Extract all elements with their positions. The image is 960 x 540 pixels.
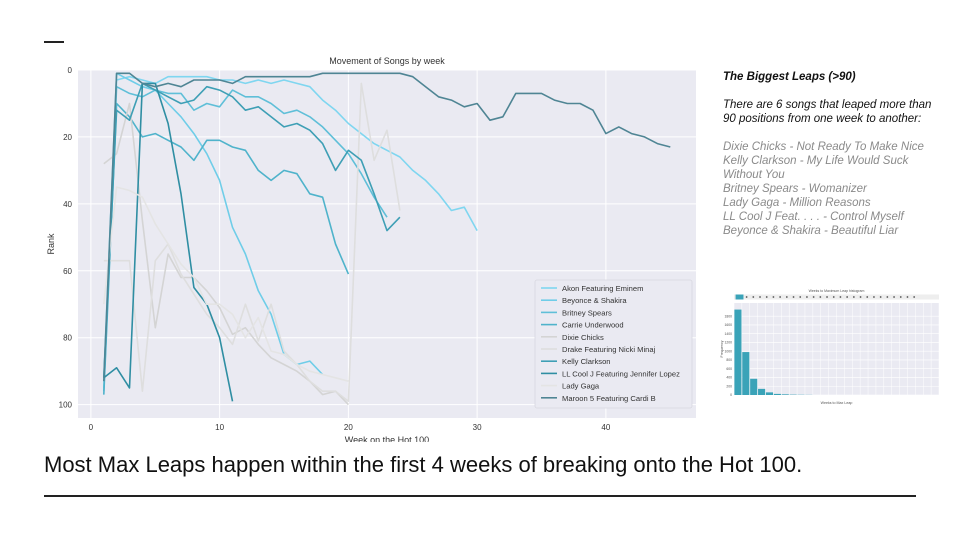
y-tick-label: 100 xyxy=(59,401,73,410)
legend-label-9: Maroon 5 Featuring Cardi B xyxy=(562,394,656,403)
histogram-bar-6 xyxy=(773,393,781,395)
boxplot-outlier xyxy=(859,296,862,298)
x-tick-label: 20 xyxy=(344,423,353,432)
series-line-9 xyxy=(103,72,671,382)
boxplot-outlier xyxy=(812,296,815,298)
biggest-leaps-title: The Biggest Leaps (>90) xyxy=(723,71,856,83)
biggest-leaps-intro: There are 6 songs that leaped more than … xyxy=(723,99,932,125)
histogram-y-tick: 800 xyxy=(726,358,732,362)
leap-item-0: Dixie Chicks - Not Ready To Make Nice xyxy=(723,141,924,153)
y-axis-label: Rank xyxy=(46,233,56,255)
chart-title: Movement of Songs by week xyxy=(329,56,445,66)
boxplot-outlier xyxy=(852,296,855,298)
biggest-leaps-panel: The Biggest Leaps (>90) There are 6 song… xyxy=(723,70,943,238)
leap-item-3: Lady Gaga - Million Reasons xyxy=(723,197,871,209)
boxplot-outlier xyxy=(799,296,802,298)
histogram-y-tick: 1600 xyxy=(724,323,732,327)
boxplot-outlier xyxy=(752,296,755,298)
histogram-bar-3 xyxy=(750,378,758,395)
histogram-y-label: Frequency xyxy=(720,340,724,357)
x-axis-label: Week on the Hot 100 xyxy=(345,435,429,442)
series-line-6 xyxy=(103,82,401,378)
series-line-2 xyxy=(103,85,388,392)
legend-label-6: Kelly Clarkson xyxy=(562,357,611,366)
boxplot-outlier xyxy=(806,296,808,298)
histogram-title: Weeks to Maximum Leap histogram xyxy=(809,289,865,293)
boxplot-outlier xyxy=(866,296,869,298)
boxplot-box xyxy=(735,294,744,300)
boxplot-outlier xyxy=(779,296,782,298)
histogram-y-tick: 1400 xyxy=(724,332,732,336)
legend-label-7: LL Cool J Featuring Jennifer Lopez xyxy=(562,369,680,378)
y-tick-label: 80 xyxy=(63,334,72,343)
boxplot-outlier xyxy=(826,296,828,298)
x-tick-label: 10 xyxy=(215,423,224,432)
footer-rule xyxy=(44,495,916,497)
boxplot-outlier xyxy=(906,296,909,298)
boxplot-outlier xyxy=(893,296,895,298)
boxplot-outlier xyxy=(839,296,842,298)
legend-label-1: Beyonce & Shakira xyxy=(562,296,627,305)
boxplot-outlier xyxy=(759,296,761,298)
histogram-y-tick: 400 xyxy=(726,376,732,380)
leap-histogram-chart: Weeks to Maximum Leap histogram 0 200 400 60… xyxy=(720,289,940,405)
x-tick-label: 0 xyxy=(89,423,94,432)
boxplot-outlier xyxy=(832,296,835,298)
legend-box xyxy=(534,279,693,409)
series-line-5 xyxy=(103,82,401,403)
y-tick-label: 40 xyxy=(63,200,72,209)
x-tick-label: 30 xyxy=(473,423,482,432)
y-tick-label: 20 xyxy=(63,133,72,142)
title-dash xyxy=(44,41,64,43)
histogram-y-tick: 1800 xyxy=(724,314,732,318)
legend-label-8: Lady Gaga xyxy=(562,382,600,391)
histogram-y-tick: 600 xyxy=(726,367,732,371)
leap-item-1: Kelly Clarkson - My Life Would Suck With… xyxy=(723,155,909,181)
legend-label-2: Britney Spears xyxy=(562,308,612,317)
legend-label-4: Dixie Chicks xyxy=(562,333,604,342)
boxplot-outlier xyxy=(819,296,822,298)
histogram-y-tick: 200 xyxy=(726,384,732,388)
leap-item-4: LL Cool J Feat. . . . - Control Myself B… xyxy=(723,211,904,237)
main-line-chart: 0 10 20 30 40 0 20 40 60 80 100 Movement of Songs b… xyxy=(46,56,696,442)
boxplot-outlier xyxy=(873,296,875,298)
boxplot-outlier xyxy=(792,296,795,298)
boxplot-outlier xyxy=(886,296,889,298)
series-line-0 xyxy=(103,75,478,388)
histogram-y-tick: 0 xyxy=(730,393,732,397)
x-tick-label: 40 xyxy=(601,423,610,432)
histogram-y-tick: 1200 xyxy=(724,341,732,345)
series-line-8 xyxy=(103,186,349,382)
boxplot-outlier xyxy=(879,296,882,298)
leap-item-2: Britney Spears - Womanizer xyxy=(723,183,867,195)
boxplot-outlier xyxy=(846,296,849,298)
y-tick-label: 0 xyxy=(68,66,73,75)
histogram-bar-4 xyxy=(758,388,766,395)
boxplot-outlier xyxy=(772,296,775,298)
histogram-bar-1 xyxy=(734,309,742,395)
histogram-bar-2 xyxy=(742,352,750,395)
legend-label-3: Carrie Underwood xyxy=(562,321,624,330)
histogram-bar-7 xyxy=(781,394,789,395)
boxplot-outlier xyxy=(899,296,902,298)
series-line-7 xyxy=(103,82,234,402)
boxplot-outlier xyxy=(745,296,748,298)
boxplot-outlier xyxy=(913,296,916,298)
histogram-bar-5 xyxy=(765,392,774,395)
footer-caption: Most Max Leaps happen within the first 4… xyxy=(44,452,803,477)
series-line-3 xyxy=(103,102,350,395)
histogram-y-tick: 1000 xyxy=(724,349,732,353)
y-tick-label: 60 xyxy=(63,267,72,276)
boxplot-outlier xyxy=(765,296,768,298)
histogram-x-label: Weeks to Max Leap xyxy=(821,401,853,405)
legend-label-5: Drake Featuring Nicki Minaj xyxy=(562,345,656,354)
boxplot-outlier xyxy=(785,296,788,298)
legend-label-0: Akon Featuring Eminem xyxy=(562,284,643,293)
